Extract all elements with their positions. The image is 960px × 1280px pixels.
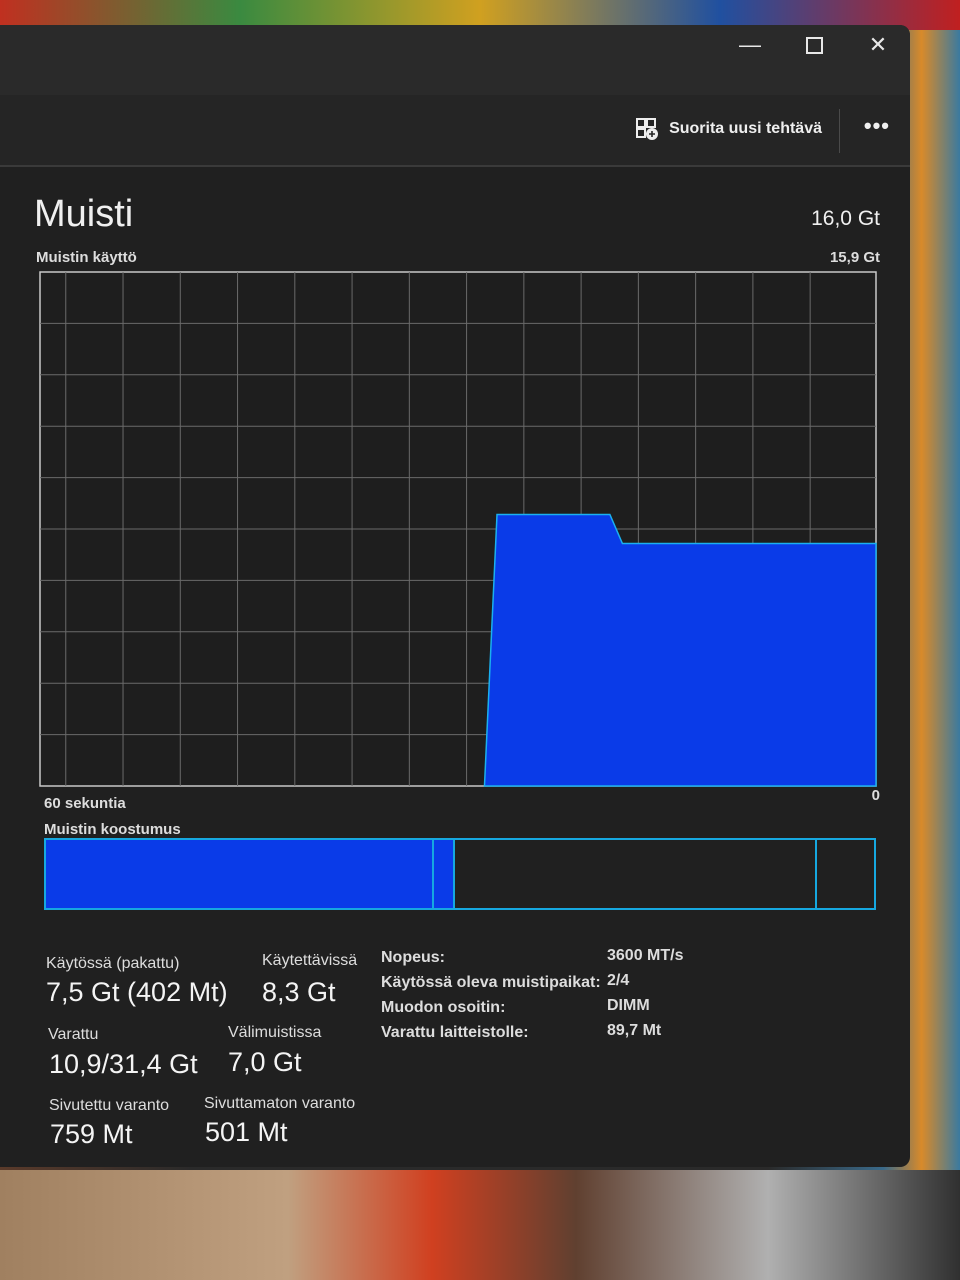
in-use-value: 7,5 Gt (402 Mt) bbox=[46, 977, 228, 1007]
in-use-label: Käytössä (pakattu) bbox=[46, 955, 180, 972]
detail-key: Käytössä oleva muistipaikat: bbox=[381, 974, 601, 991]
nonpaged-pool-label: Sivuttamaton varanto bbox=[204, 1095, 356, 1112]
detail-value: 2/4 bbox=[607, 972, 630, 989]
title-bar: — ✕ bbox=[0, 25, 910, 95]
maximize-icon[interactable] bbox=[784, 25, 844, 65]
available-value: 8,3 Gt bbox=[262, 977, 336, 1007]
more-options-button[interactable]: ••• bbox=[863, 113, 890, 138]
usage-graph-max: 15,9 Gt bbox=[829, 249, 880, 266]
task-manager-window: — ✕ Suorita uusi tehtävä ••• Muisti 16,0… bbox=[0, 25, 910, 1167]
toolbar-divider bbox=[839, 109, 840, 153]
segment-standby bbox=[455, 840, 818, 908]
memory-usage-chart bbox=[39, 271, 877, 787]
paged-pool-value: 759 Mt bbox=[50, 1119, 133, 1149]
cached-label: Välimuistissa bbox=[228, 1024, 322, 1041]
new-task-icon bbox=[636, 118, 659, 140]
usage-area bbox=[483, 513, 877, 787]
segment-in-use bbox=[46, 840, 435, 908]
segment-modified bbox=[434, 840, 455, 908]
total-memory: 16,0 Gt bbox=[811, 207, 880, 230]
available-label: Käytettävissä bbox=[262, 952, 358, 969]
minimize-icon[interactable]: — bbox=[739, 32, 761, 57]
x-axis-left-label: 60 sekuntia bbox=[44, 795, 126, 812]
detail-key: Nopeus: bbox=[381, 949, 445, 966]
page-title: Muisti bbox=[34, 193, 134, 235]
composition-label: Muistin koostumus bbox=[44, 821, 181, 838]
nonpaged-pool-value: 501 Mt bbox=[205, 1117, 288, 1147]
detail-key: Muodon osoitin: bbox=[381, 999, 506, 1016]
paged-pool-label: Sivutettu varanto bbox=[49, 1097, 170, 1114]
detail-value: DIMM bbox=[607, 997, 650, 1014]
toolbar: Suorita uusi tehtävä ••• bbox=[0, 95, 910, 167]
memory-composition-bar bbox=[44, 838, 876, 910]
committed-value: 10,9/31,4 Gt bbox=[49, 1049, 198, 1079]
cached-value: 7,0 Gt bbox=[228, 1047, 302, 1077]
segment-free bbox=[817, 840, 874, 908]
run-new-task-label: Suorita uusi tehtävä bbox=[669, 120, 822, 137]
close-icon[interactable]: ✕ bbox=[868, 32, 888, 57]
detail-key: Varattu laitteistolle: bbox=[381, 1024, 529, 1041]
detail-value: 3600 MT/s bbox=[607, 947, 684, 964]
detail-value: 89,7 Mt bbox=[607, 1022, 662, 1039]
run-new-task-button[interactable]: Suorita uusi tehtävä bbox=[635, 117, 822, 141]
committed-label: Varattu bbox=[48, 1026, 99, 1043]
x-axis-right-label: 0 bbox=[871, 787, 880, 804]
background-photo-bottom bbox=[0, 1170, 960, 1280]
usage-graph-label: Muistin käyttö bbox=[36, 249, 137, 266]
